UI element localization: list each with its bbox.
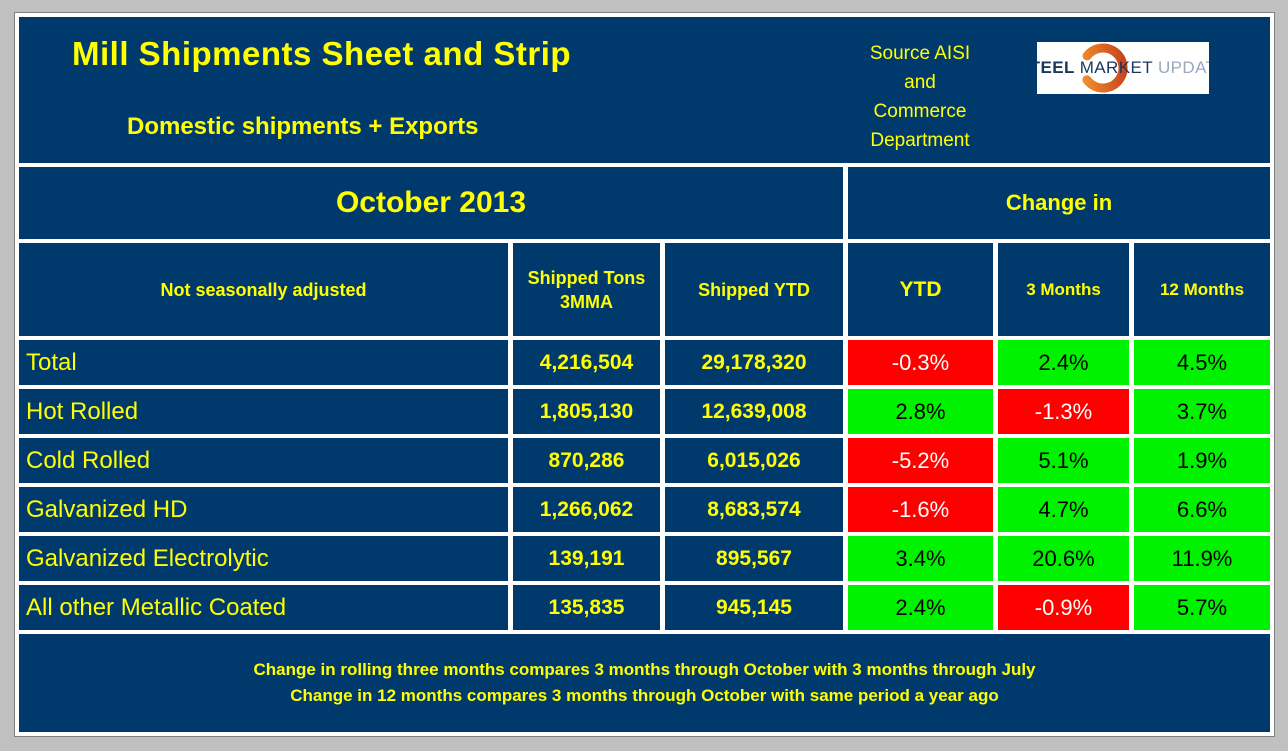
footer-note-line2: Change in 12 months compares 3 months th… [290,686,999,705]
source-line: and [904,72,936,93]
logo-market-text: MARKET [1079,58,1153,77]
col-header-change-3m: 3 Months [998,243,1129,336]
change-12m-cell: 6.6% [1134,487,1270,532]
table-row-cold-rolled: Cold Rolled 870,286 6,015,026 -5.2% 5.1%… [19,438,1270,483]
logo-swoosh-icon [1078,43,1128,93]
period-label: October 2013 [335,186,527,219]
source-line: Commerce [873,101,967,122]
shipped-ytd-cell: 12,639,008 [665,389,843,434]
source-line: Source AISI [869,43,971,64]
shipped-tons-cell: 139,191 [513,536,660,581]
shipped-ytd-cell: 29,178,320 [665,340,843,385]
row-label: Total [19,340,508,385]
col-header-label: Not seasonally adjusted [19,243,508,336]
report-panel: Mill Shipments Sheet and Strip Domestic … [14,12,1275,737]
col-header-shipped-ytd: Shipped YTD [665,243,843,336]
change-ytd-cell: 2.8% [848,389,993,434]
change-12m-cell: 4.5% [1134,340,1270,385]
change-12m-cell: 1.9% [1134,438,1270,483]
row-label: Cold Rolled [19,438,508,483]
shipped-ytd-cell: 895,567 [665,536,843,581]
logo-steel-text: STEEL [1037,58,1075,77]
change-3m-cell: 4.7% [998,487,1129,532]
footer-band: Change in rolling three months compares … [19,634,1270,732]
period-band: October 2013 Change in [19,167,1270,239]
change-12m-cell: 3.7% [1134,389,1270,434]
smu-logo: STEELMARKETUPDATE [1037,42,1209,94]
shipped-tons-cell: 1,805,130 [513,389,660,434]
change-3m-cell: -1.3% [998,389,1129,434]
change-12m-cell: 5.7% [1134,585,1270,630]
page-title: Mill Shipments Sheet and Strip [72,35,572,72]
period-header: October 2013 [19,167,843,239]
change-ytd-cell: 2.4% [848,585,993,630]
change-ytd-cell: -0.3% [848,340,993,385]
shipped-ytd-cell: 8,683,574 [665,487,843,532]
table-row-total: Total 4,216,504 29,178,320 -0.3% 2.4% 4.… [19,340,1270,385]
change-in-header: Change in [848,167,1270,239]
shipped-tons-cell: 4,216,504 [513,340,660,385]
shipped-tons-cell: 1,266,062 [513,487,660,532]
change-3m-cell: 5.1% [998,438,1129,483]
footer-note-line1: Change in rolling three months compares … [253,660,1036,679]
change-ytd-cell: -1.6% [848,487,993,532]
row-label: Galvanized HD [19,487,508,532]
shipped-ytd-cell: 6,015,026 [665,438,843,483]
change-in-label: Change in [1005,190,1113,215]
table-row-galvanized-electrolytic: Galvanized Electrolytic 139,191 895,567 … [19,536,1270,581]
change-ytd-cell: -5.2% [848,438,993,483]
col-header-shipped-tons: Shipped Tons 3MMA [513,243,660,336]
row-label: Hot Rolled [19,389,508,434]
col-header-change-ytd: YTD [848,243,993,336]
change-3m-cell: 20.6% [998,536,1129,581]
source-note: Source AISI and Commerce Department [830,39,1010,155]
table-row-all-other-metallic-coated: All other Metallic Coated 135,835 945,14… [19,585,1270,630]
change-3m-cell: -0.9% [998,585,1129,630]
change-3m-cell: 2.4% [998,340,1129,385]
col-header-change-12m: 12 Months [1134,243,1270,336]
table-row-galvanized-hd: Galvanized HD 1,266,062 8,683,574 -1.6% … [19,487,1270,532]
shipped-tons-cell: 135,835 [513,585,660,630]
header-band: Mill Shipments Sheet and Strip Domestic … [19,17,1270,163]
col-header-shipped-tons-line1: Shipped Tons [527,267,646,288]
column-header-row: Not seasonally adjusted Shipped Tons 3MM… [19,243,1270,336]
logo-wordmark: STEELMARKETUPDATE [1037,42,1209,94]
col-header-shipped-tons-line2: 3MMA [560,291,613,312]
shipped-ytd-cell: 945,145 [665,585,843,630]
shipped-tons-cell: 870,286 [513,438,660,483]
source-line: Department [870,130,970,151]
change-ytd-cell: 3.4% [848,536,993,581]
logo-update-text: UPDATE [1157,58,1209,77]
page-subtitle: Domestic shipments + Exports [127,113,479,140]
row-label: Galvanized Electrolytic [19,536,508,581]
table-row-hot-rolled: Hot Rolled 1,805,130 12,639,008 2.8% -1.… [19,389,1270,434]
row-label: All other Metallic Coated [19,585,508,630]
change-12m-cell: 11.9% [1134,536,1270,581]
